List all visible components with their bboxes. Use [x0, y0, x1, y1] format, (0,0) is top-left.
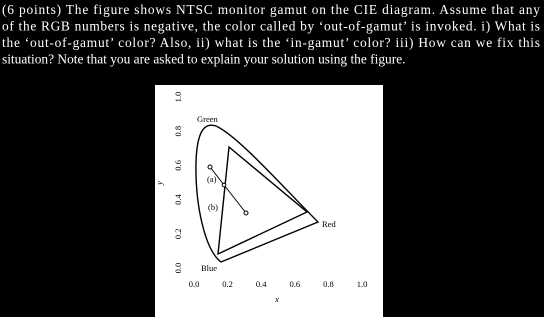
out-of-gamut-point — [207, 164, 213, 170]
red-label: Red — [322, 219, 336, 229]
y-tick-label: 0.0 — [173, 263, 183, 274]
y-tick-label: 0.6 — [173, 160, 183, 171]
x-tick-label: 0.0 — [189, 279, 200, 289]
spectral-locus — [195, 124, 320, 263]
x-tick-label: 0.2 — [222, 279, 233, 289]
figure: Green Red Blue (a) (b) x y 0.0 0.2 0.4 0.6 0… — [154, 85, 383, 317]
x-axis-label: x — [274, 294, 279, 304]
y-tick-label: 0.2 — [173, 228, 183, 239]
question-line: of the RGB numbers is negative, the colo… — [2, 19, 540, 34]
y-tick-label: 1.0 — [173, 92, 183, 103]
question-line: situation? Note that you are asked to ex… — [2, 52, 406, 67]
green-label: Green — [197, 114, 219, 124]
white-point — [243, 210, 249, 216]
in-gamut-point — [221, 182, 227, 188]
a-label: (a) — [207, 174, 217, 184]
y-tick-label: 0.8 — [173, 126, 183, 137]
blue-label: Blue — [201, 263, 217, 273]
x-tick-label: 0.8 — [323, 279, 334, 289]
x-tick-label: 0.4 — [256, 279, 267, 289]
fix-line — [209, 166, 247, 214]
x-tick-label: 0.6 — [289, 279, 300, 289]
question: (6 points) The figure shows NTSC monitor… — [2, 2, 540, 67]
y-axis-label: y — [154, 181, 164, 186]
figure-background — [155, 85, 383, 317]
ntsc-gamut — [217, 145, 309, 256]
b-label: (b) — [208, 202, 218, 212]
question-line: (6 points) The figure shows NTSC monitor… — [2, 2, 540, 17]
y-tick-label: 0.4 — [173, 194, 183, 205]
x-tick-label: 1.0 — [357, 279, 368, 289]
question-line: the ‘out-of-gamut’ color? Also, ii) what… — [2, 35, 540, 50]
